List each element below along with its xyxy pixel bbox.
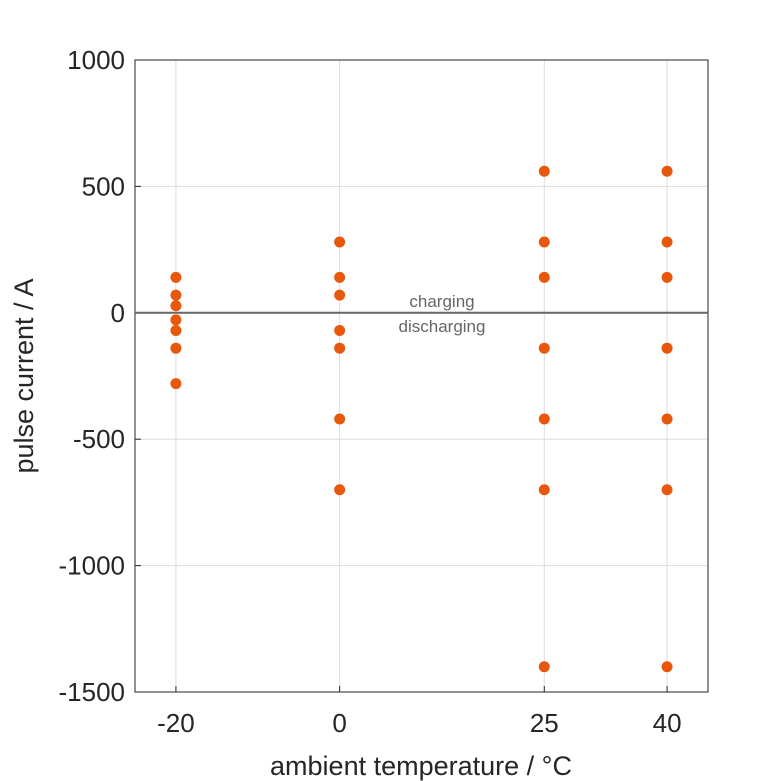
x-tick-label: 0 [332, 708, 346, 738]
data-point [661, 271, 673, 283]
data-point [334, 484, 346, 496]
x-tick-label: 25 [530, 708, 559, 738]
data-point [170, 289, 182, 301]
y-tick-label: -1500 [59, 677, 126, 707]
data-point [170, 342, 182, 354]
charging-annotation: charging [409, 292, 474, 311]
data-point [334, 413, 346, 425]
y-tick-label: -500 [73, 424, 125, 454]
y-axis-label: pulse current / A [9, 278, 39, 473]
data-point [661, 413, 673, 425]
data-point [334, 236, 346, 248]
plot-frame [134, 59, 709, 693]
data-point [538, 661, 550, 673]
data-point [538, 236, 550, 248]
y-tick-label: 0 [111, 298, 125, 328]
x-tick-label: -20 [157, 708, 195, 738]
data-point [170, 324, 182, 336]
data-point [170, 314, 182, 326]
discharging-annotation: discharging [399, 317, 486, 336]
data-point [334, 271, 346, 283]
tick-labels: -20 0 25 40 1000 500 0 -500 -1000 -1500 [59, 45, 682, 738]
y-tick-label: 500 [82, 171, 125, 201]
x-axis-label: ambient temperature / °C [270, 751, 572, 781]
data-point [661, 484, 673, 496]
y-tick-label: 1000 [67, 45, 125, 75]
data-point [334, 342, 346, 354]
data-point [538, 342, 550, 354]
data-point [334, 324, 346, 336]
data-point [170, 378, 182, 390]
data-point [334, 289, 346, 301]
x-tick-label: 40 [653, 708, 682, 738]
data-point [170, 271, 182, 283]
data-point [538, 413, 550, 425]
y-tick-label: -1000 [59, 551, 126, 581]
data-point [661, 236, 673, 248]
data-point [661, 165, 673, 177]
data-point [538, 271, 550, 283]
data-point [538, 484, 550, 496]
data-points [170, 165, 673, 673]
data-point [661, 342, 673, 354]
data-point [538, 165, 550, 177]
data-point [170, 300, 182, 312]
grid [135, 59, 708, 693]
data-point [661, 661, 673, 673]
